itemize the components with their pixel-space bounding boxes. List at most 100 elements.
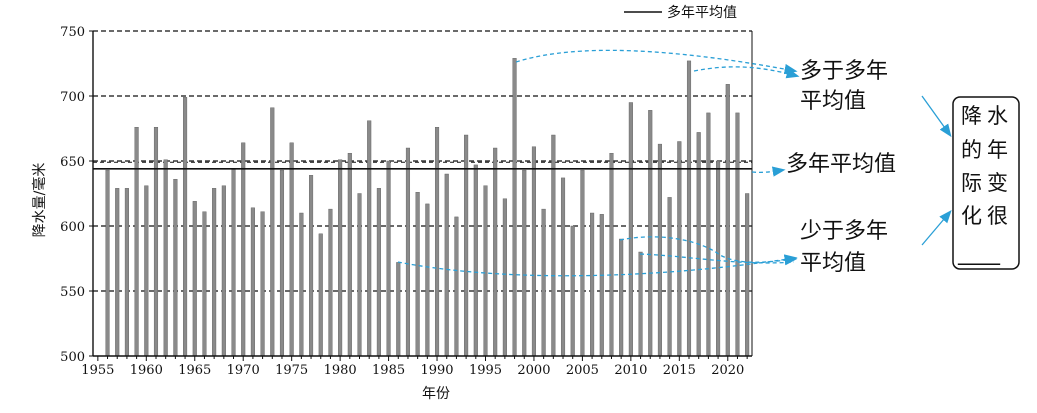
annotation-above-line2: 平均值 (800, 89, 866, 114)
arrow-mean-to-label (751, 166, 786, 177)
bar-2008 (609, 152, 614, 357)
bar-1994 (473, 164, 478, 357)
bar-2001 (541, 208, 546, 357)
box-blank: ____ (957, 241, 1001, 266)
bar-2016 (686, 60, 692, 357)
tick-labels: 500 550 600 650 700 750 1955 1960 1965 1970 1975 19… (60, 25, 748, 378)
bar-1961 (153, 126, 159, 357)
bar-2003 (560, 177, 566, 357)
box-char: 年 (987, 138, 1008, 162)
annotation-above-line1: 多于多年 (800, 59, 888, 84)
bar-1976 (299, 212, 304, 357)
x-tick-label-2010: 2010 (614, 363, 647, 378)
arrow-2012-to-below (639, 253, 795, 264)
bar-1968 (221, 185, 226, 357)
arrow-above-to-box (921, 95, 952, 138)
y-tick-label-550: 550 (60, 285, 85, 300)
bar-1972 (260, 211, 265, 357)
bar-2007 (599, 214, 604, 357)
arrow-2016-to-above (693, 66, 800, 79)
box-char: 化 (961, 204, 982, 228)
bar-1995 (483, 185, 488, 357)
bar-1956 (105, 169, 110, 357)
arrow-1998-to-above (515, 49, 798, 75)
y-axis-title: 降水量/毫米 (31, 163, 48, 238)
bar-1997 (502, 198, 507, 357)
bar-1975 (289, 142, 294, 357)
bar-1983 (367, 120, 372, 357)
axes (92, 31, 753, 357)
bar-2018 (706, 112, 711, 357)
bar-2000 (531, 146, 536, 357)
x-tick-label-1995: 1995 (469, 363, 502, 378)
y-tick-label-750: 750 (60, 25, 85, 40)
bar-2015 (677, 141, 682, 357)
box-char: 降 (961, 104, 982, 128)
bar-1965 (192, 201, 197, 357)
legend-label: 多年平均值 (667, 4, 737, 21)
bar-2022 (745, 193, 750, 357)
bar-2009 (619, 238, 624, 357)
y-tick-label-700: 700 (60, 90, 85, 105)
bar-1977 (309, 175, 314, 357)
box-char: 际 (961, 171, 982, 195)
annotation-mean: 多年平均值 (786, 152, 896, 177)
x-tick-label-1980: 1980 (324, 363, 357, 378)
x-tick-label-2000: 2000 (517, 363, 550, 378)
bar-1981 (347, 152, 352, 357)
gridlines (93, 30, 752, 292)
bar-1989 (425, 203, 430, 357)
bar-1984 (376, 188, 381, 357)
y-tick-label-600: 600 (60, 220, 85, 235)
bar-1973 (270, 107, 275, 357)
legend: 多年平均值 (624, 4, 737, 21)
bar-1974 (279, 169, 285, 357)
bar-1962 (163, 159, 168, 357)
x-tick-label-1960: 1960 (130, 363, 163, 378)
x-tick-label-1955: 1955 (81, 363, 114, 378)
conclusion-box: 降 的 际 化 水 年 变 很 ____ (952, 96, 1020, 270)
y-tick-label-650: 650 (60, 155, 85, 170)
bar-2004 (570, 225, 575, 357)
box-char: 变 (987, 171, 1008, 195)
bar-1959 (134, 126, 139, 357)
bar-1964 (183, 97, 188, 357)
bar-1979 (328, 208, 333, 357)
bar-1967 (212, 188, 217, 357)
box-char: 很 (987, 204, 1008, 228)
annotation-below-line1: 少于多年 (800, 219, 888, 244)
bar-2021 (735, 112, 740, 357)
bar-1990 (434, 126, 440, 357)
bar-2014 (667, 197, 672, 357)
arrow-1986-to-below (397, 254, 798, 277)
x-tick-label-2020: 2020 (711, 363, 744, 378)
bar-1980 (338, 159, 343, 357)
x-tick-label-1975: 1975 (275, 363, 308, 378)
bar-2006 (590, 212, 595, 357)
bar-1982 (357, 193, 362, 357)
bar-1999 (522, 169, 527, 357)
bar-2010 (628, 102, 633, 357)
x-tick-label-1990: 1990 (420, 363, 453, 378)
bar-1970 (241, 142, 246, 357)
bar-2019 (716, 160, 721, 357)
x-axis-title: 年份 (422, 386, 450, 402)
x-tick-label-2005: 2005 (566, 363, 599, 378)
bar-1996 (493, 147, 498, 357)
bar-1958 (124, 188, 129, 357)
x-tick-label-2015: 2015 (663, 363, 696, 378)
bar-1966 (202, 211, 207, 357)
bar-1978 (318, 233, 323, 357)
box-char: 的 (961, 138, 982, 162)
bar-1988 (415, 191, 420, 357)
bar-1986 (396, 262, 401, 357)
bar-1998 (512, 58, 517, 357)
annotation-arrows (397, 49, 952, 277)
x-tick-label-1965: 1965 (178, 363, 211, 378)
bar-1985 (386, 160, 391, 357)
x-tick-label-1970: 1970 (227, 363, 260, 378)
annotation-below-line2: 平均值 (800, 251, 866, 276)
bar-2011 (638, 251, 643, 357)
